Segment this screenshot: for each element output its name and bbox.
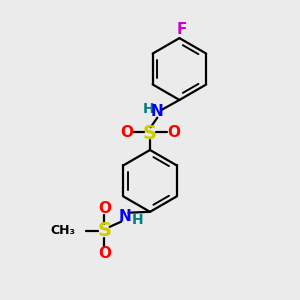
Text: N: N: [151, 104, 164, 119]
Text: S: S: [143, 124, 157, 143]
Text: O: O: [120, 125, 133, 140]
Text: N: N: [118, 209, 131, 224]
Text: F: F: [177, 22, 187, 38]
Text: O: O: [98, 246, 111, 261]
Text: O: O: [98, 200, 111, 215]
Text: CH₃: CH₃: [50, 224, 75, 238]
Text: S: S: [98, 221, 111, 241]
Text: O: O: [167, 125, 180, 140]
Text: H: H: [143, 102, 154, 116]
Text: H: H: [131, 213, 143, 227]
